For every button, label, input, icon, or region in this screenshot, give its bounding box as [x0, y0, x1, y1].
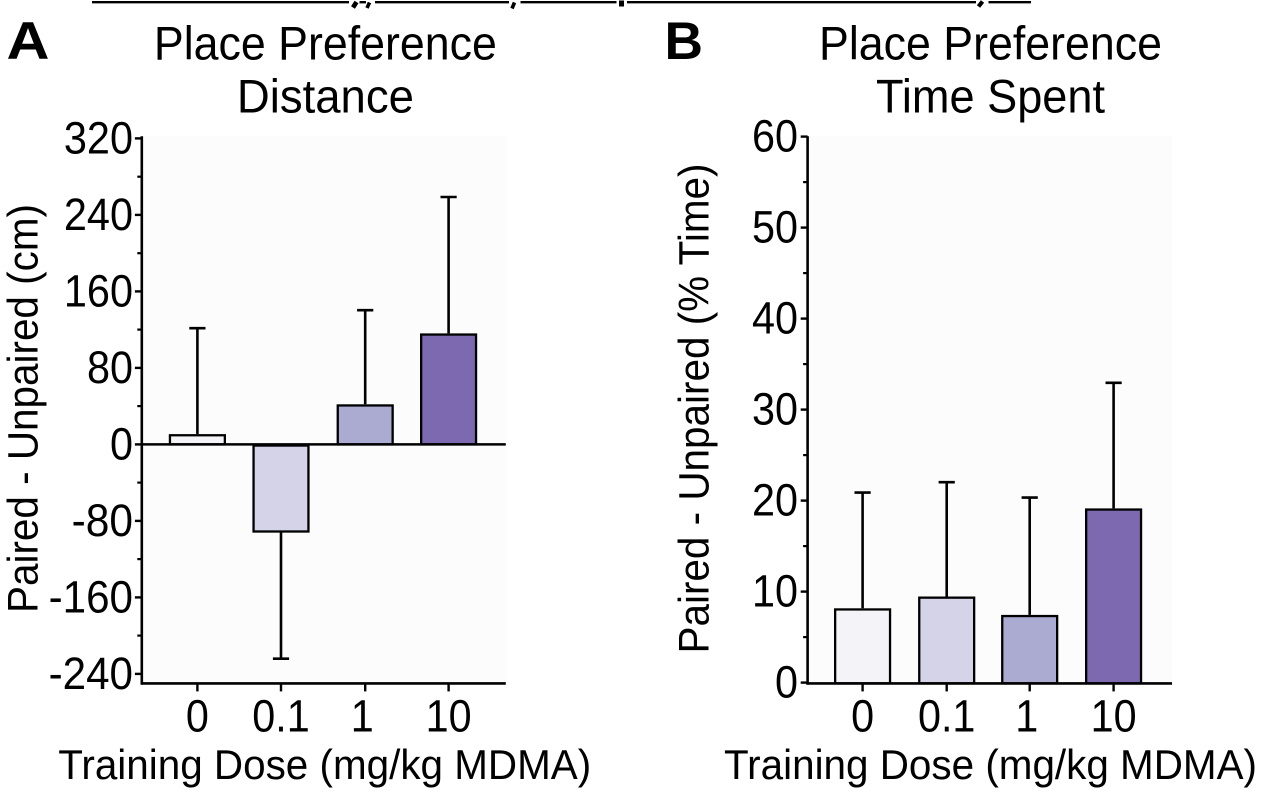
svg-text:Distance: Distance	[237, 69, 414, 122]
svg-text:50: 50	[752, 202, 798, 253]
svg-text:A: A	[7, 12, 50, 71]
svg-text:-80: -80	[72, 495, 133, 546]
svg-text:0: 0	[851, 690, 874, 741]
svg-text:0: 0	[775, 657, 798, 708]
svg-text:20: 20	[752, 475, 798, 526]
svg-text:30: 30	[752, 384, 798, 435]
svg-text:160: 160	[64, 265, 133, 316]
svg-text:1: 1	[1015, 690, 1038, 741]
svg-text:Place Preference: Place Preference	[819, 17, 1162, 70]
svg-text:80: 80	[87, 342, 133, 393]
svg-text:-160: -160	[49, 571, 133, 622]
svg-text:240: 240	[64, 189, 133, 240]
svg-text:0.1: 0.1	[918, 690, 976, 741]
svg-text:0: 0	[186, 690, 209, 741]
svg-text:10: 10	[426, 690, 472, 741]
svg-text:1: 1	[351, 690, 374, 741]
svg-text:40: 40	[752, 293, 798, 344]
svg-text:Time Spent: Time Spent	[876, 69, 1105, 122]
svg-text:60: 60	[752, 111, 798, 162]
svg-text:Place Preference: Place Preference	[154, 17, 497, 70]
svg-text:0.1: 0.1	[252, 690, 310, 741]
svg-text:320: 320	[64, 112, 133, 163]
svg-text:Training Dose (mg/kg MDMA): Training Dose (mg/kg MDMA)	[58, 741, 591, 788]
svg-text:Training Dose (mg/kg MDMA): Training Dose (mg/kg MDMA)	[724, 741, 1257, 788]
svg-text:10: 10	[752, 566, 798, 617]
svg-text:B: B	[665, 12, 704, 71]
svg-text:0: 0	[110, 418, 133, 469]
svg-text:10: 10	[1091, 690, 1137, 741]
svg-text:Paired - Unpaired (cm): Paired - Unpaired (cm)	[0, 204, 48, 613]
svg-text:-240: -240	[49, 648, 133, 699]
svg-text:Paired - Unpaired (% Time): Paired - Unpaired (% Time)	[671, 164, 719, 654]
